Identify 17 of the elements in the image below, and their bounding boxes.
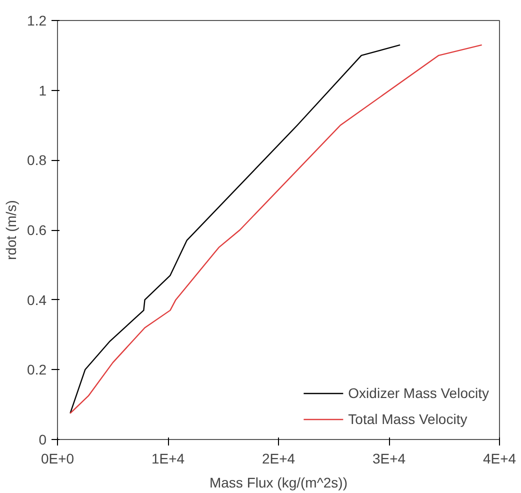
x-axis-title: Mass Flux (kg/(m^2s)) [209, 474, 348, 490]
x-tick-label: 0E+0 [40, 450, 74, 466]
y-tick-label: 0.8 [27, 152, 47, 168]
y-tick-label: 1 [38, 82, 47, 98]
y-tick-label: 0.6 [27, 222, 47, 238]
legend-label: Oxidizer Mass Velocity [348, 385, 489, 401]
y-tick-label: 1.2 [27, 12, 47, 28]
x-tick-label: 2E+4 [262, 450, 296, 466]
y-axis-title: rdot (m/s) [3, 200, 20, 260]
legend-label: Total Mass Velocity [348, 411, 468, 427]
line-series [70, 44, 401, 414]
y-tick-label: 0.2 [27, 362, 47, 378]
y-tick-label: 0 [38, 432, 47, 448]
x-tick-label: 4E+4 [482, 450, 516, 466]
y-tick-label: 0.4 [27, 292, 47, 308]
x-tick-label: 1E+4 [151, 450, 185, 466]
x-tick-label: 3E+4 [372, 450, 406, 466]
